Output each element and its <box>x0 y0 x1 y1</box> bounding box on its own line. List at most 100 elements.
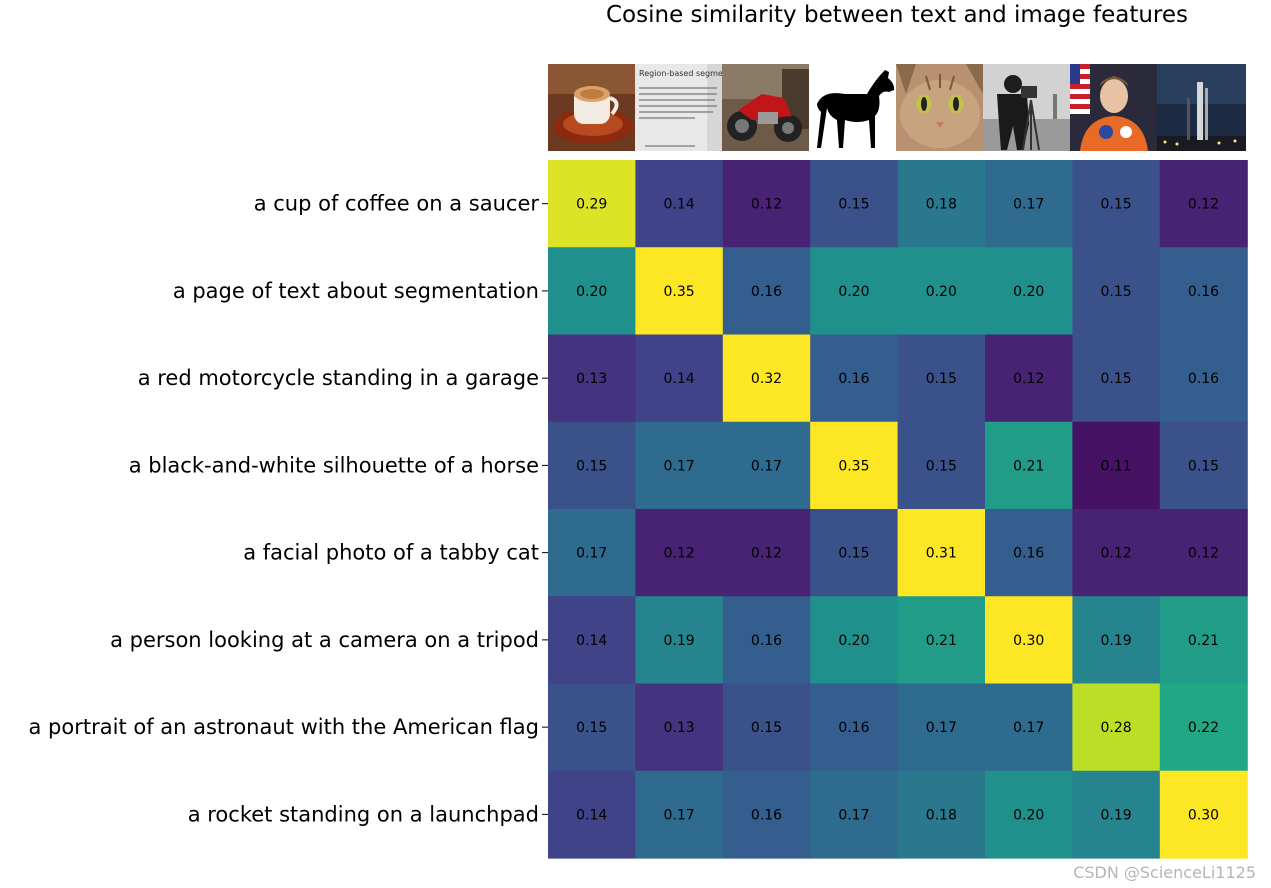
heatmap-cell-2-1 <box>635 334 724 423</box>
cell-value-label-1-7: 0.16 <box>1188 284 1219 300</box>
cell-value-label-0-1: 0.14 <box>664 197 695 213</box>
cell-value-label-5-0: 0.14 <box>576 633 607 649</box>
cell-value-label-5-4: 0.21 <box>926 633 957 649</box>
heatmap-cell-7-7 <box>1159 770 1248 859</box>
heatmap-cell-4-2 <box>722 509 811 597</box>
heatmap-cell-6-3 <box>810 683 899 772</box>
heatmap-cell-0-1 <box>635 160 724 248</box>
heatmap-cell-3-3 <box>810 421 899 510</box>
heatmap-cell-0-5 <box>985 160 1073 248</box>
heatmap-cell-5-4 <box>897 596 986 685</box>
cell-value-label-6-6: 0.28 <box>1101 720 1132 736</box>
heatmap-cell-3-0 <box>548 421 636 510</box>
cell-value-label-1-1: 0.35 <box>664 284 695 300</box>
heatmap-cell-6-0 <box>548 683 636 772</box>
row-label-1: a page of text about segmentation <box>173 279 539 303</box>
cell-value-label-6-3: 0.16 <box>838 720 869 736</box>
heatmap-cell-2-4 <box>897 334 986 423</box>
heatmap-cell-3-6 <box>1072 421 1161 510</box>
heatmap-cell-6-2 <box>722 683 811 772</box>
cell-value-label-1-0: 0.20 <box>576 284 607 300</box>
cell-value-label-3-3: 0.35 <box>838 458 869 474</box>
cell-value-label-2-6: 0.15 <box>1101 371 1132 387</box>
chart-title: Cosine similarity between text and image… <box>606 2 1188 28</box>
heatmap-cell-3-1 <box>635 421 724 510</box>
cell-value-label-4-2: 0.12 <box>751 546 782 562</box>
heatmap-cell-6-4 <box>897 683 986 772</box>
cell-value-label-5-7: 0.21 <box>1188 633 1219 649</box>
heatmap-cell-4-6 <box>1072 509 1161 597</box>
cell-value-label-5-2: 0.16 <box>751 633 782 649</box>
heatmap-cell-7-6 <box>1072 770 1161 859</box>
row-label-3: a black-and-white silhouette of a horse <box>129 453 539 477</box>
cell-value-label-7-4: 0.18 <box>926 807 957 823</box>
heatmap-cell-6-7 <box>1159 683 1248 772</box>
cell-value-label-7-2: 0.16 <box>751 807 782 823</box>
cell-value-label-6-7: 0.22 <box>1188 720 1219 736</box>
heatmap-cell-3-5 <box>985 421 1073 510</box>
cell-value-label-0-7: 0.12 <box>1188 197 1219 213</box>
cell-value-label-3-2: 0.17 <box>751 458 782 474</box>
heatmap-cell-2-5 <box>985 334 1073 423</box>
heatmap-cell-7-5 <box>985 770 1073 859</box>
heatmap-cell-4-3 <box>810 509 899 597</box>
heatmap-cell-1-4 <box>897 247 986 336</box>
heatmap-cell-7-4 <box>897 770 986 859</box>
cell-value-label-7-3: 0.17 <box>838 807 869 823</box>
heatmap-cell-7-0 <box>548 770 636 859</box>
heatmap-cell-6-6 <box>1072 683 1161 772</box>
heatmap-cell-0-0 <box>548 160 636 248</box>
heatmap-cell-3-2 <box>722 421 811 510</box>
cell-value-label-5-6: 0.19 <box>1101 633 1132 649</box>
heatmap-cell-2-7 <box>1159 334 1248 423</box>
column-image-motorcycle <box>722 64 809 151</box>
cell-value-label-3-1: 0.17 <box>664 458 695 474</box>
cell-value-label-1-4: 0.20 <box>926 284 957 300</box>
heatmap-cell-6-5 <box>985 683 1073 772</box>
heatmap-cell-1-7 <box>1159 247 1248 336</box>
cell-value-label-5-3: 0.20 <box>838 633 869 649</box>
heatmap-cell-2-0 <box>548 334 636 423</box>
heatmap-cell-5-0 <box>548 596 636 685</box>
cell-value-label-7-6: 0.19 <box>1101 807 1132 823</box>
cell-value-label-7-7: 0.30 <box>1188 807 1219 823</box>
cell-value-label-7-1: 0.17 <box>664 807 695 823</box>
watermark: CSDN @ScienceLi1125 <box>1073 863 1256 882</box>
heatmap-cell-1-3 <box>810 247 899 336</box>
heatmap-cell-0-2 <box>722 160 811 248</box>
heatmap-cell-5-7 <box>1159 596 1248 685</box>
cell-value-label-6-4: 0.17 <box>926 720 957 736</box>
cell-value-label-0-6: 0.15 <box>1101 197 1132 213</box>
cell-value-label-7-5: 0.20 <box>1013 807 1044 823</box>
cell-value-label-0-3: 0.15 <box>838 197 869 213</box>
heatmap-cell-5-3 <box>810 596 899 685</box>
cell-value-label-0-2: 0.12 <box>751 197 782 213</box>
cell-value-label-7-0: 0.14 <box>576 807 607 823</box>
heatmap-cell-0-7 <box>1159 160 1248 248</box>
column-image-cat <box>896 64 983 151</box>
cell-value-label-6-2: 0.15 <box>751 720 782 736</box>
cell-value-label-0-5: 0.17 <box>1013 197 1044 213</box>
cell-value-label-6-0: 0.15 <box>576 720 607 736</box>
heatmap-cell-3-7 <box>1159 421 1248 510</box>
heatmap-cell-7-1 <box>635 770 724 859</box>
row-label-2: a red motorcycle standing in a garage <box>138 366 539 390</box>
cell-value-label-4-3: 0.15 <box>838 546 869 562</box>
heatmap-cell-1-1 <box>635 247 724 336</box>
cell-value-label-2-3: 0.16 <box>838 371 869 387</box>
heatmap-cell-6-1 <box>635 683 724 772</box>
heatmap-cell-labels: 0.29 0.14 0.12 0.15 0.18 0.17 0.15 0.12 0.20 0.35… <box>576 197 1219 824</box>
cell-value-label-4-7: 0.12 <box>1188 546 1219 562</box>
heatmap-cell-7-2 <box>722 770 811 859</box>
heatmap-cell-4-7 <box>1159 509 1248 597</box>
cell-value-label-0-0: 0.29 <box>576 197 607 213</box>
cell-value-label-5-1: 0.19 <box>664 633 695 649</box>
cell-value-label-1-5: 0.20 <box>1013 284 1044 300</box>
cell-value-label-6-1: 0.13 <box>664 720 695 736</box>
row-labels: a cup of coffee on a saucer a page of tex… <box>29 192 548 826</box>
heatmap-cell-4-0 <box>548 509 636 597</box>
heatmap-cell-3-4 <box>897 421 986 510</box>
cell-value-label-4-1: 0.12 <box>664 546 695 562</box>
heatmap-cell-2-2 <box>722 334 811 423</box>
cell-value-label-2-1: 0.14 <box>664 371 695 387</box>
